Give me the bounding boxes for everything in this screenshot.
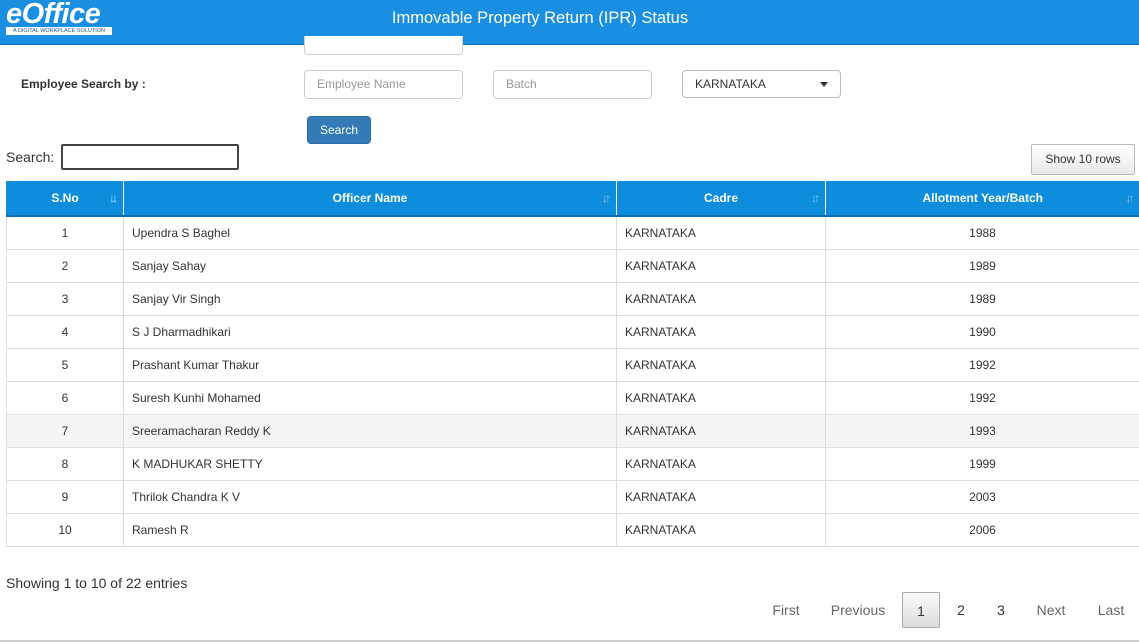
table-row[interactable]: 2 Sanjay Sahay KARNATAKA 1989 [6,248,1139,283]
logo-text: eOffice [6,0,101,30]
sort-icon: ↓↑ [602,191,611,205]
cell-sno: 7 [6,413,124,448]
state-select[interactable]: KARNATAKA [682,70,841,98]
cell-officer-name: Upendra S Baghel [123,215,617,250]
cell-sno: 6 [6,380,124,415]
table-row[interactable]: 4 S J Dharmadhikari KARNATAKA 1990 [6,314,1139,349]
eoffice-logo[interactable]: eOffice A DIGITAL WORKPLACE SOLUTION [6,0,114,36]
cell-cadre: KARNATAKA [616,314,826,349]
sort-icon: ↓↑ [811,191,820,205]
logo-tagline: A DIGITAL WORKPLACE SOLUTION [6,27,112,35]
column-header-label: S.No [51,191,79,205]
pagination-page-1[interactable]: 1 [902,592,940,628]
search-button[interactable]: Search [307,116,371,144]
column-header-allotment-year[interactable]: Allotment Year/Batch ↓↑ [825,181,1139,217]
sort-icon: ↓↓ [109,191,118,205]
officers-table: S.No ↓↓ Officer Name ↓↑ Cadre ↓↑ Allotme… [6,181,1139,547]
table-row[interactable]: 9 Thrilok Chandra K V KARNATAKA 2003 [6,479,1139,514]
cell-allotment-year: 1992 [825,347,1139,382]
cell-officer-name: Prashant Kumar Thakur [123,347,617,382]
cell-sno: 2 [6,248,124,283]
table-row[interactable]: 3 Sanjay Vir Singh KARNATAKA 1989 [6,281,1139,316]
table-row[interactable]: 5 Prashant Kumar Thakur KARNATAKA 1992 [6,347,1139,382]
cell-cadre: KARNATAKA [616,479,826,514]
chevron-down-icon [820,82,828,87]
batch-input[interactable] [493,70,652,99]
cell-sno: 4 [6,314,124,349]
table-row[interactable]: 6 Suresh Kunhi Mohamed KARNATAKA 1992 [6,380,1139,415]
table-search-label: Search: [6,149,55,165]
cell-allotment-year: 1988 [825,215,1139,250]
column-header-cadre[interactable]: Cadre ↓↑ [616,181,826,217]
employee-search-label: Employee Search by : [21,77,146,91]
cell-sno: 9 [6,479,124,514]
column-header-sno[interactable]: S.No ↓↓ [6,181,124,217]
sort-icon: ↓↑ [1125,191,1135,205]
partially-hidden-field[interactable] [304,36,463,55]
cell-allotment-year: 1989 [825,281,1139,316]
cell-cadre: KARNATAKA [616,248,826,283]
cell-cadre: KARNATAKA [616,413,826,448]
cell-sno: 8 [6,446,124,481]
cell-cadre: KARNATAKA [616,281,826,316]
cell-officer-name: S J Dharmadhikari [123,314,617,349]
cell-cadre: KARNATAKA [616,347,826,382]
cell-officer-name: Thrilok Chandra K V [123,479,617,514]
cell-sno: 3 [6,281,124,316]
show-rows-button[interactable]: Show 10 rows [1031,144,1135,175]
cell-officer-name: Sanjay Sahay [123,248,617,283]
cell-officer-name: K MADHUKAR SHETTY [123,446,617,481]
table-row[interactable]: 1 Upendra S Baghel KARNATAKA 1988 [6,215,1139,250]
table-row[interactable]: 7 Sreeramacharan Reddy K KARNATAKA 1993 [6,413,1139,448]
cell-allotment-year: 1992 [825,380,1139,415]
employee-name-input[interactable] [304,70,463,99]
state-select-value: KARNATAKA [695,77,766,91]
pagination-previous[interactable]: Previous [830,602,886,618]
table-info: Showing 1 to 10 of 22 entries [6,575,188,591]
cell-sno: 5 [6,347,124,382]
cell-officer-name: Suresh Kunhi Mohamed [123,380,617,415]
table-row[interactable]: 10 Ramesh R KARNATAKA 2006 [6,512,1139,547]
cell-cadre: KARNATAKA [616,215,826,250]
top-bar: eOffice A DIGITAL WORKPLACE SOLUTION Imm… [0,0,1139,45]
pagination: First Previous 1 2 3 Next Last [760,592,1135,628]
pagination-next[interactable]: Next [1036,602,1066,618]
pagination-first[interactable]: First [772,602,800,618]
cell-allotment-year: 1989 [825,248,1139,283]
column-header-officer-name[interactable]: Officer Name ↓↑ [123,181,617,217]
pagination-last[interactable]: Last [1097,602,1125,618]
cell-allotment-year: 1990 [825,314,1139,349]
cell-sno: 10 [6,512,124,547]
column-header-label: Cadre [703,191,738,205]
pagination-page-3[interactable]: 3 [997,602,1005,618]
table-row[interactable]: 8 K MADHUKAR SHETTY KARNATAKA 1999 [6,446,1139,481]
cell-allotment-year: 1993 [825,413,1139,448]
cell-officer-name: Ramesh R [123,512,617,547]
cell-cadre: KARNATAKA [616,380,826,415]
column-header-label: Allotment Year/Batch [922,191,1043,205]
table-search-input[interactable] [61,144,239,170]
cell-cadre: KARNATAKA [616,446,826,481]
bottom-divider [0,640,1139,642]
cell-sno: 1 [6,215,124,250]
cell-cadre: KARNATAKA [616,512,826,547]
pagination-page-2[interactable]: 2 [957,602,965,618]
column-header-label: Officer Name [332,191,408,205]
cell-allotment-year: 1999 [825,446,1139,481]
cell-officer-name: Sreeramacharan Reddy K [123,413,617,448]
cell-allotment-year: 2006 [825,512,1139,547]
page-title: Immovable Property Return (IPR) Status [391,9,689,27]
table-header-row: S.No ↓↓ Officer Name ↓↑ Cadre ↓↑ Allotme… [6,181,1139,217]
cell-allotment-year: 2003 [825,479,1139,514]
cell-officer-name: Sanjay Vir Singh [123,281,617,316]
